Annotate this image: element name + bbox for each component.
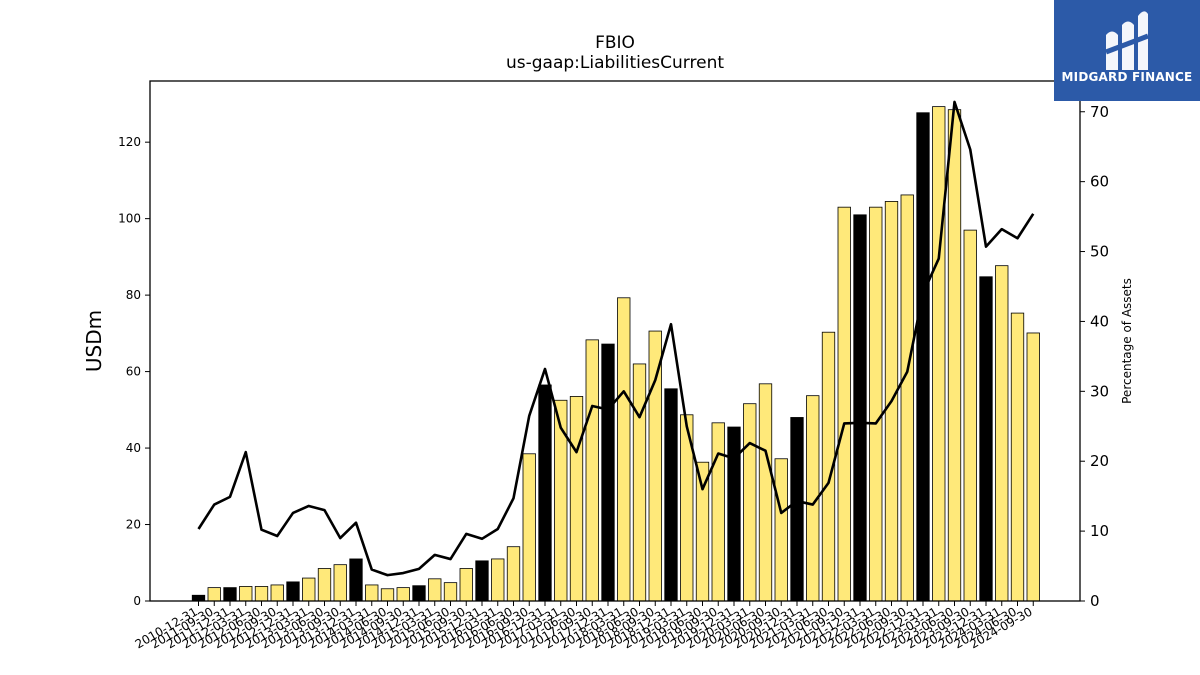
y-tick-label: 100 xyxy=(118,212,141,226)
y2-tick-label: 50 xyxy=(1090,243,1109,261)
bar xyxy=(538,384,552,602)
bar xyxy=(506,546,521,602)
bar xyxy=(711,422,725,602)
bar xyxy=(617,297,631,602)
midgard-logo-icon xyxy=(1105,11,1149,70)
bar xyxy=(459,568,473,602)
bar xyxy=(396,587,410,602)
midgard-finance-logo: MIDGARD FINANCE xyxy=(1054,0,1200,101)
percentage-line xyxy=(197,100,1035,577)
bar xyxy=(1010,312,1025,602)
bar xyxy=(900,194,914,602)
bar xyxy=(317,568,332,602)
y-axis-label: USDm xyxy=(82,310,106,372)
line-series xyxy=(197,100,1035,577)
bar xyxy=(869,206,883,602)
y2-tick-label: 20 xyxy=(1090,452,1109,470)
y2-tick-label: 10 xyxy=(1090,522,1109,540)
chart-subtitle: us-gaap:LiabilitiesCurrent xyxy=(506,53,724,73)
bar xyxy=(333,564,347,602)
y2-tick-label: 40 xyxy=(1090,312,1109,330)
y-tick-label: 120 xyxy=(118,135,141,149)
bar xyxy=(270,584,284,602)
bar xyxy=(790,417,804,602)
bar xyxy=(191,594,206,602)
y-tick-label: 0 xyxy=(133,594,141,608)
y-tick-label: 20 xyxy=(126,518,141,532)
bar xyxy=(569,396,584,602)
bar xyxy=(947,109,962,602)
bar xyxy=(554,399,568,602)
bar xyxy=(632,363,647,602)
bar xyxy=(774,458,788,602)
bar xyxy=(963,229,977,602)
y2-tick-label: 0 xyxy=(1090,592,1100,610)
bar xyxy=(475,560,489,602)
bar xyxy=(223,587,237,602)
y2-tick-label: 60 xyxy=(1090,173,1109,191)
bar xyxy=(743,403,757,602)
y-tick-label: 60 xyxy=(126,365,141,379)
bar xyxy=(380,588,395,602)
chart-title: FBIO xyxy=(595,33,635,53)
y-tick-label: 80 xyxy=(126,288,141,302)
bar xyxy=(601,343,615,602)
bar-series xyxy=(191,106,1040,602)
bar xyxy=(932,106,946,602)
bar xyxy=(837,206,851,602)
bar xyxy=(491,558,505,602)
bar xyxy=(1026,332,1040,602)
bar xyxy=(443,582,458,602)
y2-axis-label: Percentage of Assets xyxy=(1120,278,1134,404)
bar xyxy=(286,581,300,602)
y2-tick-label: 30 xyxy=(1090,382,1109,400)
bar xyxy=(995,265,1009,602)
y2-tick-label: 70 xyxy=(1090,103,1109,121)
axis-ticks: 0204060801001200102030405060702010-12-31… xyxy=(118,103,1109,652)
bar xyxy=(648,330,662,602)
bar xyxy=(522,453,536,602)
bar xyxy=(428,578,442,602)
bar xyxy=(695,461,710,602)
bar xyxy=(254,586,269,602)
bar xyxy=(412,585,426,602)
bar xyxy=(664,388,678,602)
bar xyxy=(302,577,316,602)
bar xyxy=(239,586,253,602)
bar xyxy=(207,587,221,602)
logo-text: MIDGARD FINANCE xyxy=(1061,70,1193,84)
y-tick-label: 40 xyxy=(126,441,141,455)
bar xyxy=(979,276,993,602)
bar xyxy=(758,383,773,602)
bar xyxy=(585,339,599,602)
bar xyxy=(349,558,363,602)
bar xyxy=(365,584,379,602)
plot-frame xyxy=(149,80,1081,602)
bar xyxy=(853,214,867,602)
bar xyxy=(916,112,930,602)
